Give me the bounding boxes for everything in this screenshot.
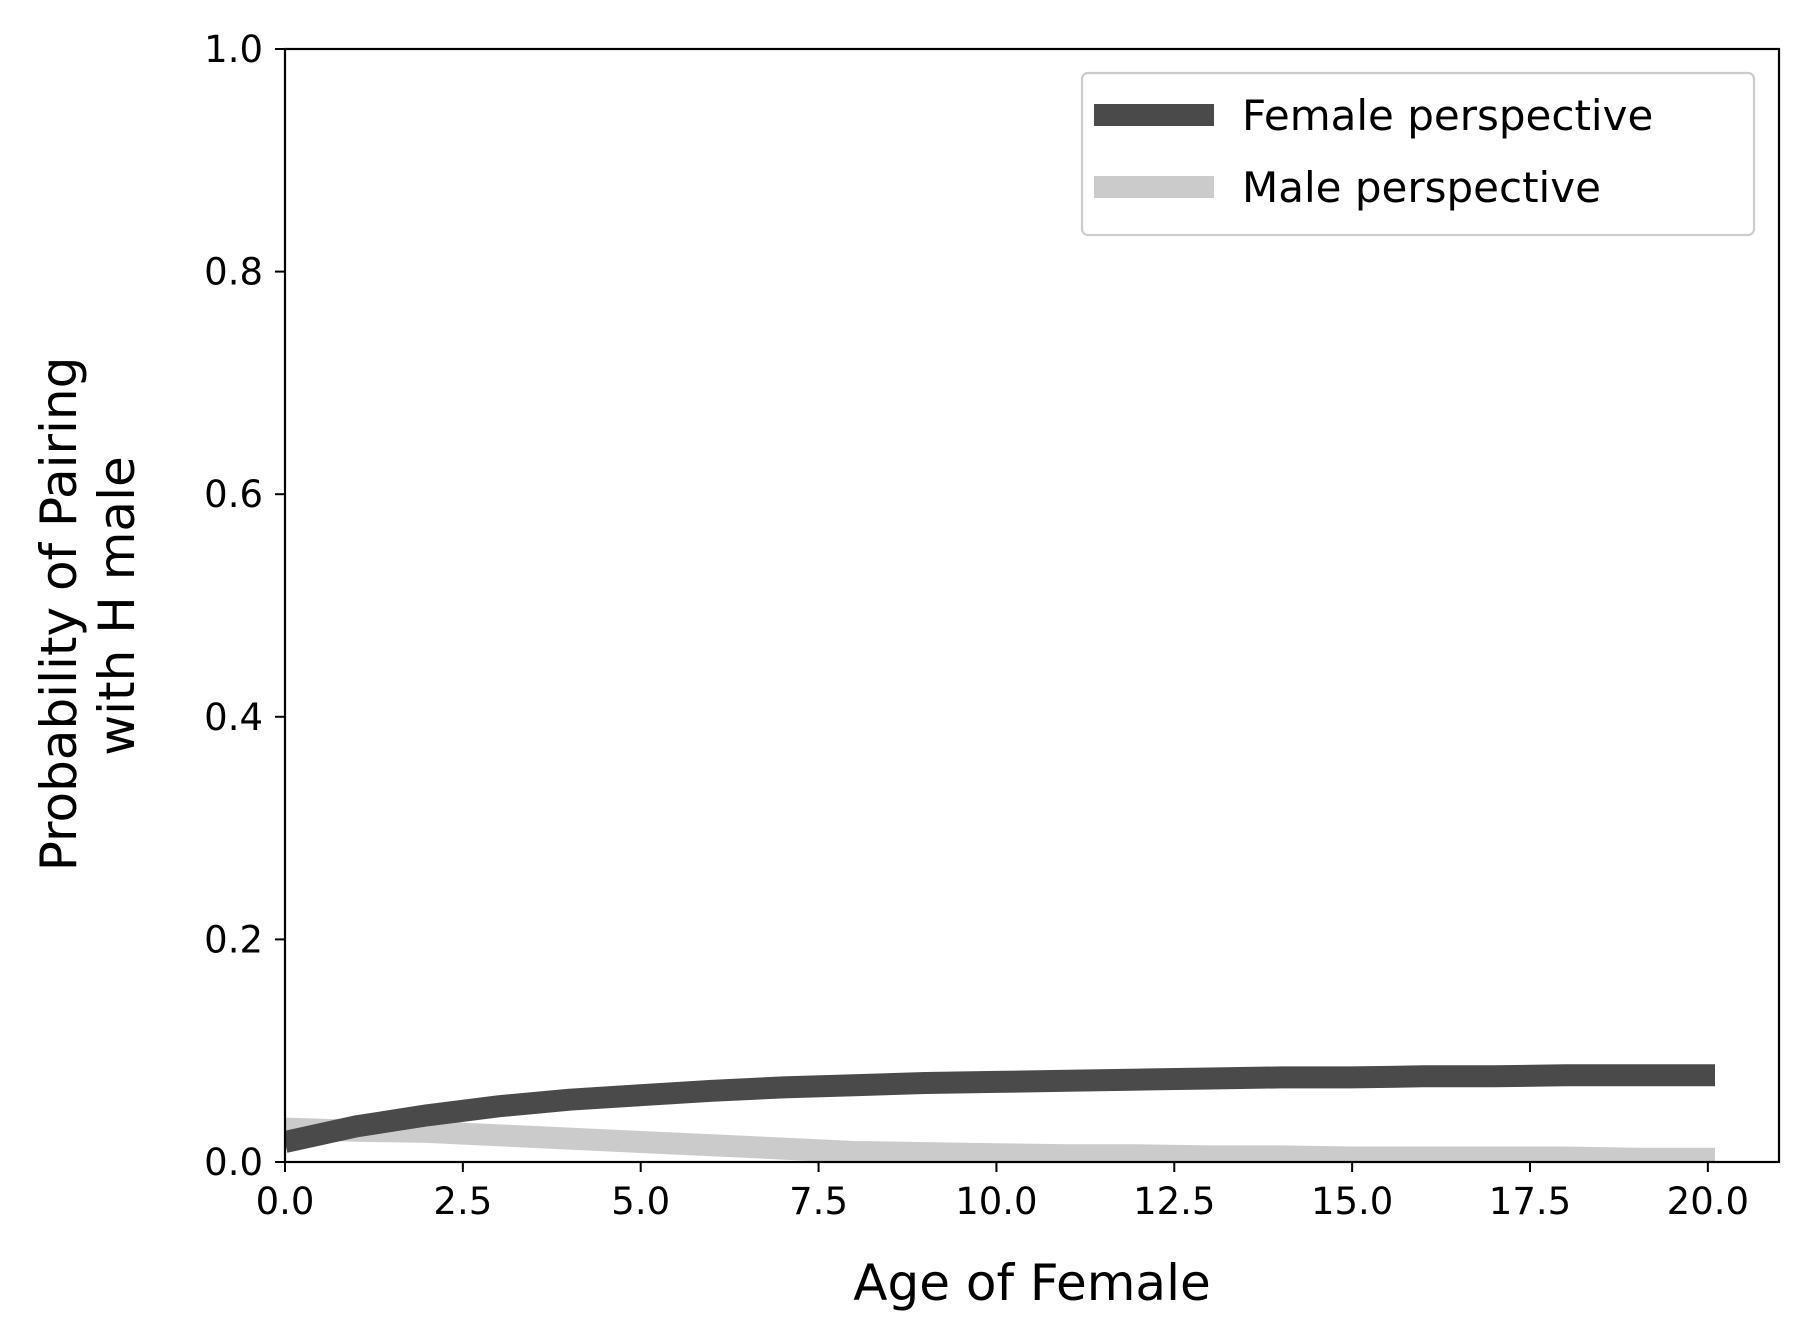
series-line-female-perspective bbox=[285, 1064, 1715, 1153]
y-tick-label: 0.2 bbox=[204, 918, 263, 961]
series-layer bbox=[285, 1064, 1715, 1162]
legend-label-female: Female perspective bbox=[1242, 91, 1653, 140]
y-tick-label: 1.0 bbox=[204, 28, 263, 71]
y-tick-label: 0.8 bbox=[204, 251, 263, 294]
series-line-male-perspective bbox=[285, 1117, 1715, 1162]
legend-label-male: Male perspective bbox=[1242, 163, 1601, 212]
plot-frame bbox=[283, 47, 1781, 1164]
x-tick-label: 20.0 bbox=[1667, 1180, 1749, 1223]
y-axis-label: Probability of Pairing with H male bbox=[30, 341, 146, 872]
x-axis: 0.0 2.5 5.0 7.5 10.0 12.5 15.0 17.5 20.0 bbox=[256, 1162, 1749, 1223]
x-tick-label: 10.0 bbox=[955, 1180, 1037, 1223]
x-tick-label: 7.5 bbox=[789, 1180, 848, 1223]
y-axis-label-line-1: Probability of Pairing bbox=[30, 357, 88, 872]
legend-box bbox=[1080, 71, 1756, 237]
x-tick-label: 2.5 bbox=[433, 1180, 492, 1223]
y-axis: 0.0 0.2 0.4 0.6 0.8 1.0 bbox=[204, 28, 285, 1184]
legend: Female perspective Male perspective bbox=[1080, 71, 1756, 237]
y-tick-label: 0.4 bbox=[204, 696, 263, 739]
x-tick-label: 17.5 bbox=[1489, 1180, 1571, 1223]
x-tick-label: 12.5 bbox=[1133, 1180, 1215, 1223]
y-axis-label-line-2: with H male bbox=[88, 456, 146, 755]
x-tick-label: 15.0 bbox=[1311, 1180, 1393, 1223]
y-tick-label: 0.0 bbox=[204, 1141, 263, 1184]
x-tick-label: 5.0 bbox=[611, 1180, 670, 1223]
y-tick-label: 0.6 bbox=[204, 473, 263, 516]
x-tick-label: 0.0 bbox=[256, 1180, 315, 1223]
x-axis-label: Age of Female bbox=[853, 1254, 1210, 1312]
